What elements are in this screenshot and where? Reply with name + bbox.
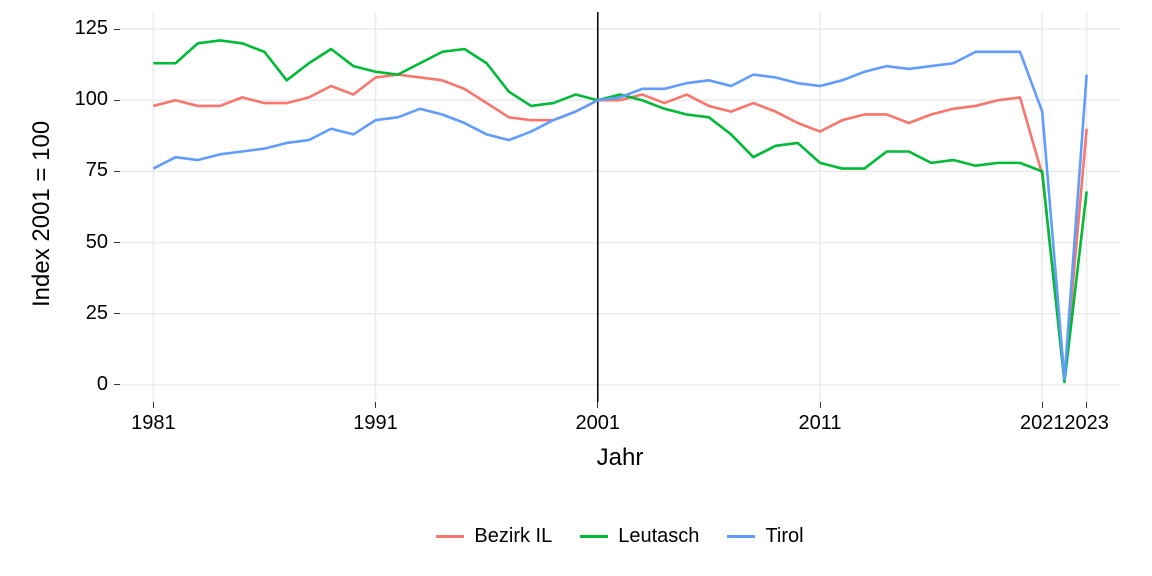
y-tick-mark bbox=[114, 171, 120, 172]
legend-item-2: Tirol bbox=[727, 525, 803, 548]
legend-item-0: Bezirk IL bbox=[436, 525, 552, 548]
x-tick-mark bbox=[1042, 402, 1043, 408]
x-axis-title: Jahr bbox=[120, 444, 1120, 472]
y-tick-label: 0 bbox=[50, 373, 108, 396]
y-tick-label: 50 bbox=[50, 231, 108, 254]
x-tick-label: 2001 bbox=[558, 412, 638, 435]
y-axis-title: Index 2001 = 100 bbox=[28, 121, 56, 307]
series-line-1 bbox=[153, 40, 1086, 382]
series-line-0 bbox=[153, 75, 1086, 380]
y-tick-label: 75 bbox=[50, 159, 108, 182]
legend-label: Bezirk IL bbox=[474, 525, 552, 548]
y-tick-mark bbox=[114, 100, 120, 101]
y-tick-mark bbox=[114, 242, 120, 243]
legend-label: Tirol bbox=[765, 525, 803, 548]
chart-svg-layer bbox=[0, 0, 1152, 576]
legend-swatch-icon bbox=[436, 535, 464, 538]
legend: Bezirk IL Leutasch Tirol bbox=[120, 525, 1120, 548]
y-tick-mark bbox=[114, 384, 120, 385]
x-tick-mark bbox=[820, 402, 821, 408]
x-tick-mark bbox=[375, 402, 376, 408]
index-line-chart: Index 2001 = 100 Jahr Bezirk IL Leutasch T… bbox=[0, 0, 1152, 576]
legend-swatch-icon bbox=[727, 535, 755, 538]
y-tick-label: 100 bbox=[50, 88, 108, 111]
y-tick-label: 125 bbox=[50, 17, 108, 40]
x-tick-label: 1981 bbox=[113, 412, 193, 435]
y-tick-label: 25 bbox=[50, 302, 108, 325]
legend-label: Leutasch bbox=[618, 525, 699, 548]
x-tick-label: 2011 bbox=[780, 412, 860, 435]
x-tick-label: 2023 bbox=[1047, 412, 1127, 435]
y-tick-mark bbox=[114, 313, 120, 314]
legend-swatch-icon bbox=[580, 535, 608, 538]
y-tick-mark bbox=[114, 29, 120, 30]
legend-item-1: Leutasch bbox=[580, 525, 699, 548]
x-tick-mark bbox=[1086, 402, 1087, 408]
x-tick-mark bbox=[597, 402, 598, 408]
x-tick-label: 1991 bbox=[336, 412, 416, 435]
x-tick-mark bbox=[153, 402, 154, 408]
